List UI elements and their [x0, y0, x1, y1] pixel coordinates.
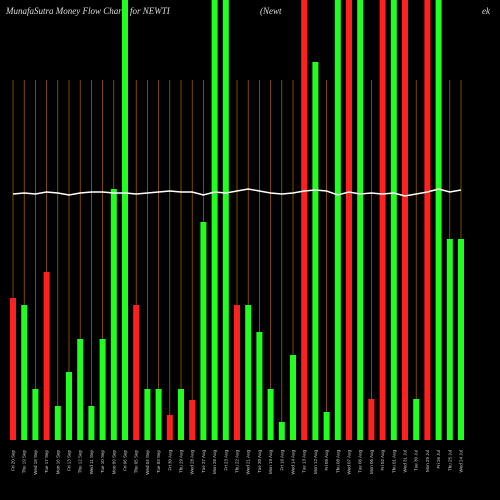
bar: [88, 406, 95, 440]
x-tick-label: Mon 12 Aug: [313, 450, 318, 475]
x-tick-label: Wed 31 Jul: [403, 450, 408, 472]
money-flow-line: [12, 188, 462, 197]
x-tick-label: Fri 26 Jul: [436, 450, 441, 469]
x-tick-label: Wed 07 Aug: [347, 450, 352, 475]
annotation: ek: [482, 6, 491, 16]
bar: [278, 422, 285, 440]
bar: [413, 399, 420, 440]
x-tick-label: Fri 13 Sep: [67, 450, 72, 471]
x-tick-label: Tue 30 Jul: [414, 450, 419, 471]
chart-title: MunafaSutra Money Flow Charts for NEWTI: [5, 6, 171, 16]
x-tick-label: Thu 01 Aug: [391, 450, 396, 474]
x-tick-label: Wed 28 Aug: [190, 450, 195, 475]
x-tick-label: Mon 19 Aug: [268, 450, 273, 475]
x-tick-label: Mon 09 Sep: [111, 450, 116, 475]
bar: [267, 389, 274, 440]
bar: [234, 305, 240, 440]
bar: [200, 222, 207, 440]
chart-subtitle: (Newt: [260, 6, 282, 16]
bar: [21, 305, 28, 440]
bar: [166, 415, 173, 440]
bar: [458, 239, 464, 440]
x-tick-label: Thu 08 Aug: [335, 450, 340, 474]
bar: [155, 389, 162, 440]
x-tick-label: Tue 20 Aug: [257, 450, 262, 473]
bar: [312, 62, 319, 440]
bar: [379, 0, 386, 440]
x-tick-label: Mon 26 Aug: [212, 450, 217, 475]
x-tick-label: Tue 10 Sep: [100, 450, 105, 474]
x-tick-label: Fri 02 Aug: [380, 450, 385, 471]
x-tick-label: Wed 21 Aug: [246, 450, 251, 475]
bar: [43, 272, 50, 440]
bar: [390, 0, 397, 440]
x-tick-label: Mon 05 Aug: [369, 450, 374, 475]
x-tick-label: Wed 14 Aug: [291, 450, 296, 475]
x-tick-label: Thu 22 Aug: [235, 450, 240, 474]
bar: [54, 406, 61, 440]
bar: [334, 0, 341, 440]
x-tick-label: Tue 27 Aug: [201, 450, 206, 473]
x-tick-label: Fri 23 Aug: [223, 450, 228, 471]
bar: [211, 0, 218, 440]
bar: [435, 0, 442, 440]
x-tick-label: Tue 13 Aug: [302, 450, 307, 473]
bar: [301, 0, 308, 440]
x-tick-label: Thu 12 Sep: [78, 450, 83, 474]
bar: [189, 400, 196, 440]
x-tick-label: Tue 17 Sep: [44, 450, 49, 474]
x-tick-label: Fri 06 Sep: [123, 450, 128, 471]
bar: [178, 389, 184, 440]
bar: [290, 355, 296, 440]
bar: [133, 305, 140, 440]
bar: [10, 298, 16, 440]
bar: [77, 339, 84, 440]
bar: [66, 372, 72, 440]
bar: [245, 305, 252, 440]
x-tick-label: Thu 25 Jul: [447, 450, 452, 471]
x-tick-label: Wed 24 Jul: [459, 450, 464, 472]
bar: [402, 0, 408, 440]
bar: [222, 0, 229, 440]
bar: [446, 239, 453, 440]
x-tick-label: Mon 16 Sep: [55, 450, 60, 475]
x-tick-label: Thu 05 Sep: [134, 450, 139, 474]
x-tick-label: Tue 06 Aug: [358, 450, 363, 473]
x-tick-label: Wed 11 Sep: [89, 450, 94, 475]
x-tick-label: Thu 29 Aug: [179, 450, 184, 474]
x-tick-label: Thu 19 Sep: [22, 450, 27, 474]
bar: [256, 332, 263, 440]
bar: [357, 0, 364, 440]
bar: [122, 0, 128, 440]
bar: [99, 339, 106, 440]
bar: [144, 389, 151, 440]
bar: [346, 0, 352, 440]
x-tick-label: Fri 30 Aug: [167, 450, 172, 471]
bar: [424, 0, 431, 440]
x-tick-label: Fri 16 Aug: [279, 450, 284, 471]
bar: [32, 389, 39, 440]
bar: [323, 412, 330, 440]
bar: [110, 189, 117, 440]
x-tick-label: Tue 03 Sep: [156, 450, 161, 474]
x-tick-label: Wed 18 Sep: [33, 450, 38, 475]
x-tick-label: Wed 04 Sep: [145, 450, 150, 475]
x-tick-label: Fri 20 Sep: [11, 450, 16, 471]
x-tick-label: Mon 29 Jul: [425, 450, 430, 472]
x-tick-label: Fri 09 Aug: [324, 450, 329, 471]
bar: [368, 399, 375, 440]
